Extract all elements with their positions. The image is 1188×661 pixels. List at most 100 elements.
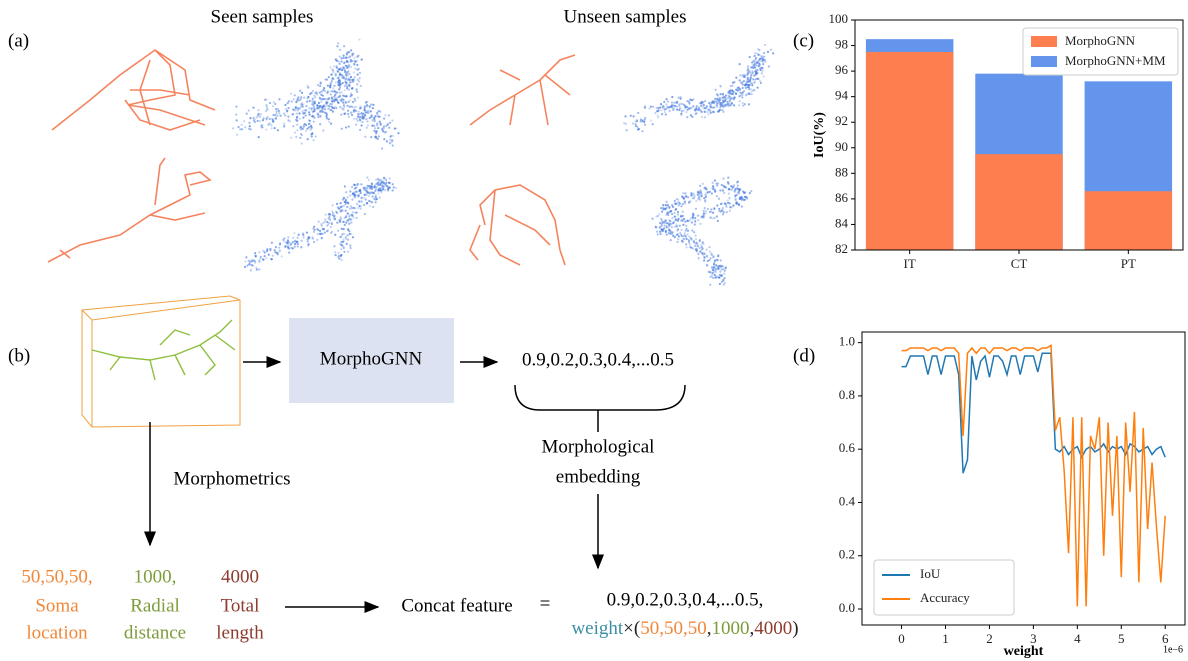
point <box>654 112 656 114</box>
point <box>340 254 342 256</box>
point <box>392 144 394 146</box>
point <box>385 183 387 185</box>
point <box>707 113 709 115</box>
point <box>297 243 299 245</box>
point <box>376 112 378 114</box>
point <box>641 120 643 122</box>
point <box>761 70 763 72</box>
point <box>700 105 702 107</box>
point <box>287 107 289 109</box>
equals: = <box>540 593 551 614</box>
point <box>253 119 255 121</box>
y-tick-label: 96 <box>835 62 849 77</box>
point <box>749 56 751 58</box>
x-tick-label: 5 <box>1118 631 1125 646</box>
point <box>368 195 370 197</box>
point <box>248 260 250 262</box>
concat-part: weight <box>571 618 623 639</box>
point <box>708 102 710 104</box>
point <box>316 239 318 241</box>
point <box>683 238 685 240</box>
point <box>720 269 722 271</box>
point <box>353 57 355 59</box>
y-tick-label: 94 <box>835 88 849 103</box>
point <box>359 77 361 79</box>
point <box>691 221 693 223</box>
point <box>324 98 326 100</box>
point <box>330 82 332 84</box>
point <box>761 72 763 74</box>
point <box>292 237 294 239</box>
point <box>275 108 277 110</box>
point <box>764 59 766 61</box>
point <box>355 88 357 90</box>
point <box>755 64 757 66</box>
point <box>357 120 359 122</box>
point <box>675 218 677 220</box>
point <box>695 112 697 114</box>
point <box>680 229 682 231</box>
point <box>699 247 701 249</box>
point <box>742 102 744 104</box>
point <box>366 202 368 204</box>
point <box>317 233 319 235</box>
point <box>720 203 722 205</box>
point <box>386 140 388 142</box>
point <box>623 122 625 124</box>
point <box>297 245 299 247</box>
point <box>716 106 718 108</box>
point <box>301 110 303 112</box>
point <box>667 100 669 102</box>
point <box>266 250 268 252</box>
point <box>663 101 665 103</box>
point <box>738 104 740 106</box>
point <box>742 198 744 200</box>
point <box>350 93 352 95</box>
point <box>286 111 288 113</box>
point <box>736 203 738 205</box>
point <box>703 104 705 106</box>
point <box>368 185 370 187</box>
point <box>689 107 691 109</box>
point <box>747 67 749 69</box>
point <box>695 235 697 237</box>
point <box>665 230 667 232</box>
point <box>265 104 267 106</box>
point <box>266 108 268 110</box>
point <box>685 235 687 237</box>
column-header: Unseen samples <box>564 6 687 27</box>
point <box>745 88 747 90</box>
point <box>381 189 383 191</box>
point <box>375 135 377 137</box>
point <box>319 115 321 117</box>
point <box>756 69 758 71</box>
point <box>298 108 300 110</box>
point <box>338 63 340 65</box>
point <box>330 93 332 95</box>
point <box>383 138 385 140</box>
point <box>711 254 713 256</box>
point <box>318 102 320 104</box>
point <box>650 106 652 108</box>
point <box>251 264 253 266</box>
embedding-label: embedding <box>556 466 641 487</box>
point <box>239 128 241 130</box>
point <box>731 206 733 208</box>
point <box>666 233 668 235</box>
point <box>695 238 697 240</box>
point <box>732 204 734 206</box>
point <box>345 95 347 97</box>
point <box>714 274 716 276</box>
point <box>327 98 329 100</box>
point <box>339 79 341 81</box>
point <box>295 136 297 138</box>
point <box>339 106 341 108</box>
bar <box>1085 191 1172 250</box>
point <box>359 72 361 74</box>
point <box>345 215 347 217</box>
x-tick-label: 0 <box>898 631 905 646</box>
point <box>659 222 661 224</box>
point <box>373 198 375 200</box>
point <box>249 117 251 119</box>
point <box>693 198 695 200</box>
